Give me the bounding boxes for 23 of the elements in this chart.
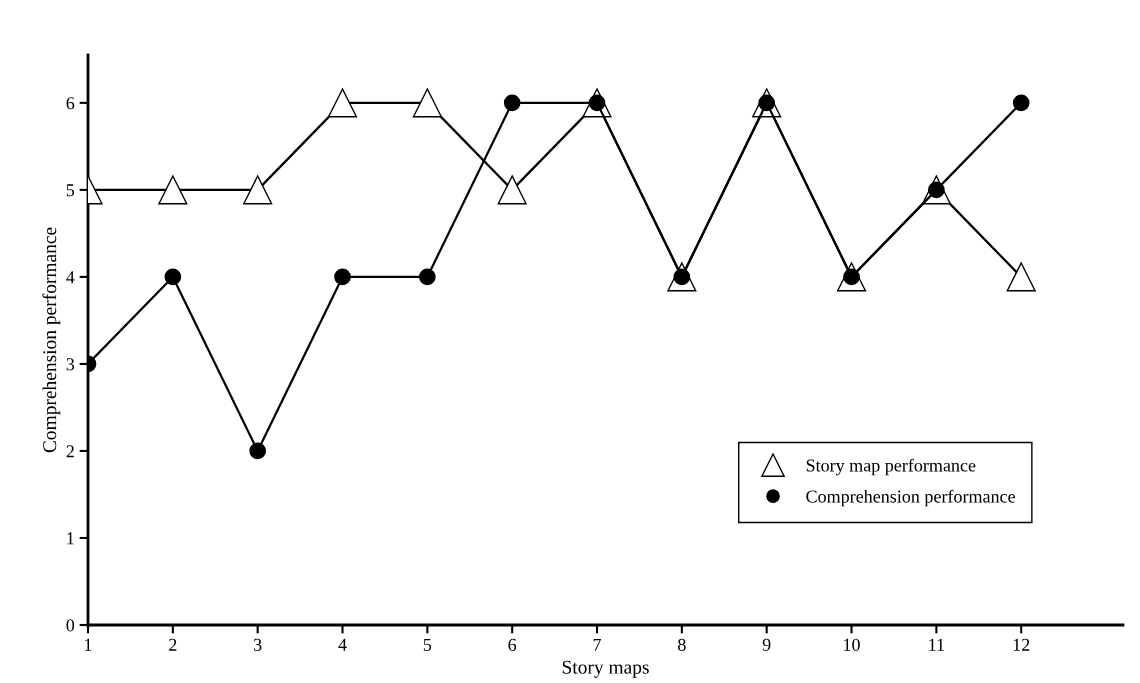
x-tick-label: 1 xyxy=(85,638,92,651)
y-tick-label: 0 xyxy=(66,619,75,632)
y-tick-label: 5 xyxy=(66,184,75,197)
y-tick-label: 4 xyxy=(66,271,75,284)
x-tick-label: 10 xyxy=(844,638,860,651)
legend-label: Comprehension performance xyxy=(806,489,1015,507)
y-tick-label: 2 xyxy=(66,445,74,458)
x-tick-label: 7 xyxy=(593,638,602,651)
x-axis-title: Story maps xyxy=(562,660,649,678)
y-tick-label: 6 xyxy=(66,97,75,110)
legend-label: Story map performance xyxy=(806,458,976,476)
y-tick-label: 1 xyxy=(67,532,74,545)
x-tick-label: 2 xyxy=(169,638,177,651)
x-tick-label: 3 xyxy=(254,638,262,651)
x-tick-label: 5 xyxy=(423,638,432,651)
x-tick-label: 12 xyxy=(1013,638,1030,651)
y-tick-label: 3 xyxy=(66,358,75,371)
x-tick-label: 6 xyxy=(508,638,517,651)
x-tick-label: 11 xyxy=(929,638,944,651)
y-axis-title: Comprehension performance xyxy=(42,227,61,453)
x-tick-label: 8 xyxy=(678,638,686,651)
x-tick-label: 9 xyxy=(762,638,771,651)
x-tick-label: 4 xyxy=(338,638,347,651)
